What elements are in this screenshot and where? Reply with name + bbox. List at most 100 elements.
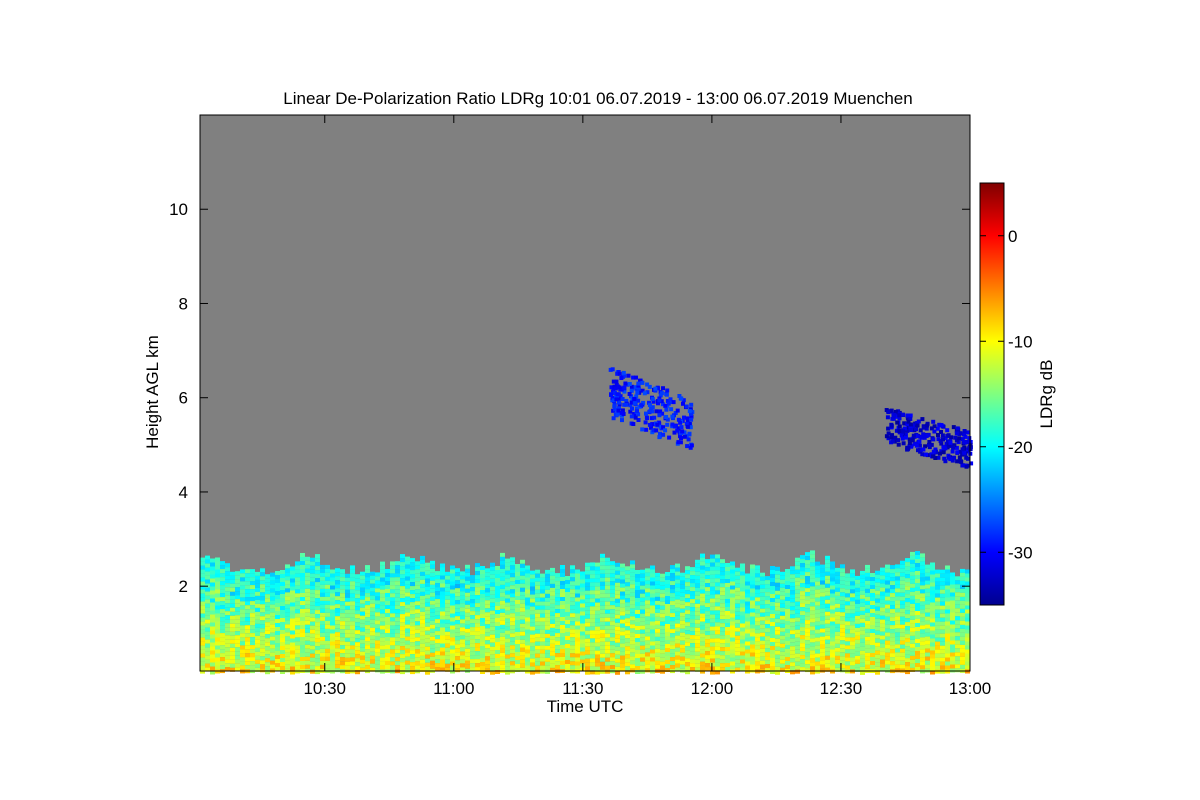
ldr-cell (480, 622, 485, 626)
ldr-cell (475, 631, 480, 636)
ldr-cell (455, 568, 460, 573)
ldr-cell (505, 570, 510, 575)
ldr-cell (710, 610, 715, 615)
ldr-cell (695, 583, 700, 588)
ldr-cell (295, 617, 300, 622)
ldr-cell (375, 600, 380, 605)
ldr-cell (960, 660, 965, 665)
ldr-cell (780, 623, 785, 628)
ldr-cell (640, 645, 645, 650)
ldr-cell (605, 617, 610, 622)
ldr-cell (675, 603, 680, 608)
ldr-cell (735, 571, 740, 576)
ldr-cell (610, 657, 615, 662)
ldr-cell (445, 643, 450, 648)
ldr-cell (230, 571, 235, 576)
ldr-cell (775, 602, 780, 607)
ldr-cell (385, 653, 390, 657)
ldr-cell (520, 571, 525, 576)
ldr-cell (250, 633, 255, 638)
ldr-cell (560, 645, 565, 649)
ldr-cell (475, 567, 480, 572)
ldr-cell (865, 576, 870, 581)
ldr-cell (595, 570, 600, 575)
ldr-cell (435, 639, 440, 644)
ldr-cell (495, 566, 500, 570)
ldr-cell (490, 594, 495, 599)
ldr-cell (780, 603, 785, 608)
ldr-cell (845, 665, 850, 670)
ldr-cell (425, 662, 430, 667)
ldr-cell (205, 599, 210, 604)
ldr-cell (835, 595, 840, 600)
ldr-cell (615, 650, 620, 655)
ldr-cell (470, 651, 475, 656)
ldr-cell (560, 573, 565, 577)
ldr-cell (570, 617, 575, 622)
ldr-cell (285, 588, 290, 593)
ldr-cell (920, 569, 925, 574)
ldr-cell (345, 653, 350, 658)
ldr-cell (210, 606, 215, 611)
ldr-cell (600, 605, 605, 610)
ldr-cell (800, 631, 805, 636)
ldr-cell (370, 643, 375, 648)
ldr-cell (200, 637, 205, 642)
ldr-cell (520, 667, 525, 672)
ldr-cell (895, 664, 900, 669)
ldr-cell (235, 639, 240, 644)
ldr-cell (210, 662, 215, 667)
ldr-cell (295, 573, 300, 578)
ldr-cell (656, 401, 660, 406)
ldr-cell (930, 606, 935, 611)
ldr-cell (840, 588, 845, 593)
ldr-cell (840, 636, 845, 641)
ldr-cell (815, 565, 820, 570)
ldr-cell (345, 585, 350, 590)
ldr-cell (605, 665, 610, 670)
ldr-cell (900, 576, 905, 581)
ldr-cell (300, 617, 305, 621)
ldr-cell (585, 634, 590, 639)
ldr-cell (350, 641, 355, 646)
ldr-cell (560, 625, 565, 629)
ldr-cell (945, 593, 950, 598)
ldr-cell (300, 585, 305, 589)
ldr-cell (320, 588, 325, 593)
ldr-cell (325, 624, 330, 629)
ldr-cell (630, 596, 635, 601)
ldr-cell (760, 608, 765, 613)
ldr-cell (630, 652, 635, 657)
ldr-cell (435, 591, 440, 596)
ldr-cell (310, 581, 315, 586)
ldr-cell (405, 564, 410, 569)
ldr-cell (660, 661, 665, 666)
ldr-cell (890, 565, 895, 570)
ldr-cell (495, 670, 500, 674)
ldr-cell (885, 576, 890, 581)
ldr-cell (490, 574, 495, 579)
ldr-cell (400, 658, 405, 663)
ldr-cell (629, 414, 634, 419)
ldr-cell (917, 443, 922, 448)
ldr-cell (890, 573, 895, 578)
ldr-cell (685, 650, 690, 655)
ldr-cell (460, 651, 465, 656)
ldr-cell (925, 596, 930, 601)
ldr-cell (435, 587, 440, 592)
ldr-cell (670, 601, 675, 606)
ldr-cell (870, 601, 875, 605)
ldr-cell (215, 633, 220, 638)
ldr-cell (720, 663, 725, 668)
ldr-cell (230, 603, 235, 608)
ldr-cell (475, 655, 480, 660)
ldr-cell (505, 638, 510, 643)
ldr-cell (490, 642, 495, 647)
ldr-cell (820, 628, 825, 633)
ldr-cell (920, 637, 925, 642)
ldr-cell (685, 642, 690, 647)
ldr-cell (300, 613, 305, 617)
ldr-cell (730, 605, 735, 610)
ldr-cell (825, 635, 830, 640)
ldr-cell (280, 638, 285, 642)
